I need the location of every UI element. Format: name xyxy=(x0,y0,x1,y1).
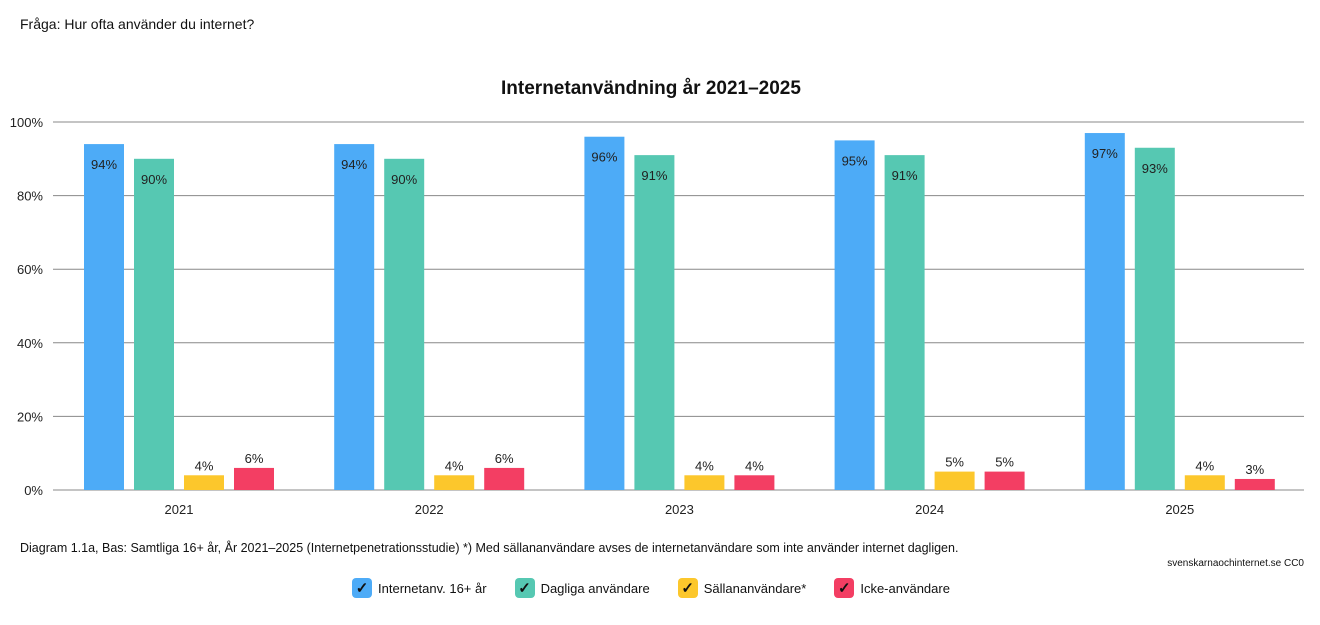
bar xyxy=(834,140,875,490)
data-label: 4% xyxy=(195,458,214,473)
bar xyxy=(1084,133,1125,491)
bar xyxy=(634,155,675,490)
bar xyxy=(884,155,925,490)
legend-label: Internetanv. 16+ år xyxy=(378,580,487,596)
bar xyxy=(484,467,525,490)
checkbox-icon[interactable]: ✓ xyxy=(834,578,855,598)
data-label: 5% xyxy=(945,455,964,470)
data-label: 96% xyxy=(591,150,617,165)
legend-item[interactable]: ✓ Icke-användare xyxy=(834,578,950,598)
x-tick-label: 2023 xyxy=(665,502,694,517)
data-label: 5% xyxy=(995,455,1014,470)
y-tick-label: 80% xyxy=(17,189,43,204)
bar xyxy=(1184,475,1225,490)
data-label: 6% xyxy=(245,451,264,466)
data-label: 93% xyxy=(1142,161,1168,176)
data-label: 91% xyxy=(641,168,667,183)
data-label: 3% xyxy=(1245,462,1264,477)
legend-label: Dagliga användare xyxy=(540,580,650,596)
bar xyxy=(134,158,174,491)
data-label: 4% xyxy=(445,458,464,473)
bar xyxy=(734,475,775,490)
data-label: 90% xyxy=(391,172,417,187)
x-tick-label: 2022 xyxy=(415,502,444,517)
legend: ✓ Internetanv. 16+ år ✓ Dagliga användare ✓ S… xyxy=(0,578,1302,598)
x-tick-label: 2024 xyxy=(915,502,944,517)
bar xyxy=(934,471,975,490)
x-tick-label: 2025 xyxy=(1165,502,1194,517)
bar xyxy=(1134,147,1175,490)
bar xyxy=(684,475,725,490)
bar xyxy=(1234,478,1275,490)
chart-caption: Diagram 1.1a, Bas: Samtliga 16+ år, År 2… xyxy=(20,541,959,555)
y-tick-label: 60% xyxy=(17,262,43,277)
bar xyxy=(584,136,625,490)
checkbox-icon[interactable]: ✓ xyxy=(352,578,373,598)
bar xyxy=(434,475,475,490)
data-label: 94% xyxy=(341,157,367,172)
y-tick-label: 100% xyxy=(10,115,44,130)
chart-title: Internetanvändning år 2021–2025 xyxy=(501,78,801,99)
legend-label: Sällananvändare* xyxy=(703,580,807,596)
y-tick-label: 0% xyxy=(24,483,43,498)
bar xyxy=(84,144,124,490)
data-label: 6% xyxy=(495,451,514,466)
legend-item[interactable]: ✓ Internetanv. 16+ år xyxy=(352,578,487,598)
y-tick-label: 20% xyxy=(17,409,43,424)
bar xyxy=(234,467,274,490)
checkbox-icon[interactable]: ✓ xyxy=(677,578,698,598)
legend-item[interactable]: ✓ Sällananvändare* xyxy=(677,578,807,598)
data-label: 94% xyxy=(91,157,117,172)
data-label: 90% xyxy=(141,172,167,187)
data-label: 97% xyxy=(1092,146,1118,161)
data-label: 4% xyxy=(745,458,764,473)
legend-label: Icke-användare xyxy=(860,580,950,596)
legend-item[interactable]: ✓ Dagliga användare xyxy=(514,578,650,598)
question-text: Fråga: Hur ofta använder du internet? xyxy=(20,16,255,32)
data-label: 4% xyxy=(1195,458,1214,473)
data-label: 95% xyxy=(842,153,868,168)
bar xyxy=(384,158,425,491)
source-credit: svenskarnaochinternet.se CC0 xyxy=(1167,558,1304,569)
data-label: 4% xyxy=(695,458,714,473)
bar xyxy=(334,144,375,490)
data-label: 91% xyxy=(892,168,918,183)
checkbox-icon[interactable]: ✓ xyxy=(514,578,535,598)
y-tick-label: 40% xyxy=(17,336,43,351)
bar xyxy=(984,471,1025,490)
x-tick-label: 2021 xyxy=(165,502,194,517)
bar xyxy=(184,475,224,490)
